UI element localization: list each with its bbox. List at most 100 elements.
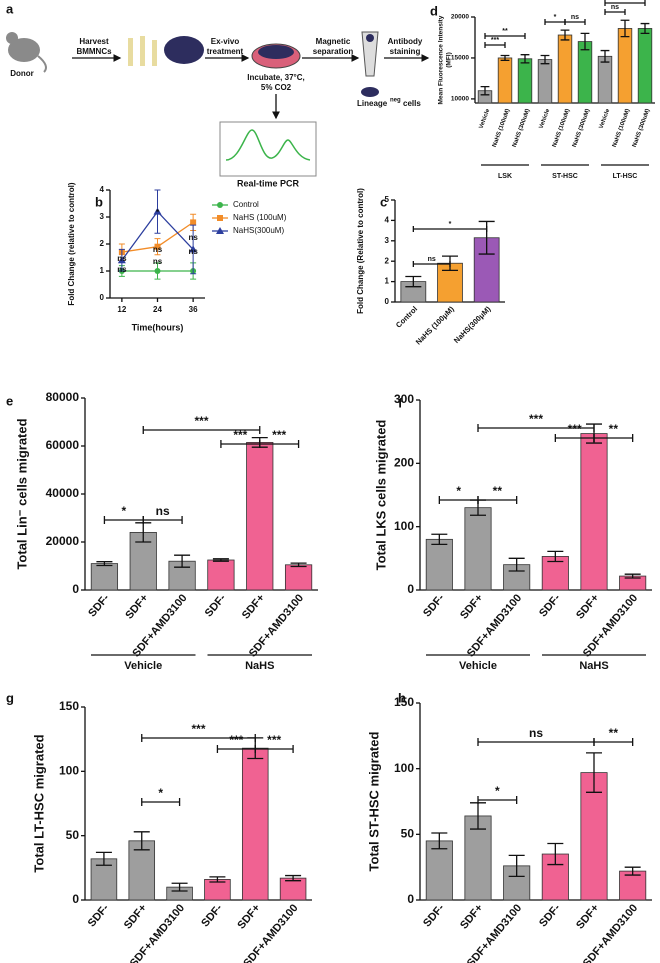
cells-icon — [164, 36, 204, 64]
bar — [580, 772, 608, 901]
error-bar — [624, 866, 641, 876]
step-label: BMMNCs — [76, 47, 112, 56]
x-tick-label: NaHS (100uM) — [492, 108, 511, 148]
significance-bracket — [141, 798, 181, 806]
significance-label: * — [449, 221, 452, 228]
error-bar — [520, 54, 530, 64]
bar — [577, 41, 593, 104]
bar — [246, 441, 274, 591]
panel-label: b — [95, 194, 103, 209]
y-tick-label: 150 — [394, 695, 414, 709]
x-tick-label: Control — [394, 304, 419, 329]
significance-bracket — [593, 738, 634, 746]
panel-label: d — [430, 3, 438, 18]
x-tick-label: NaHS (100μM) — [414, 304, 456, 346]
donor-label: Donor — [10, 69, 34, 78]
mouse-icon — [8, 38, 40, 62]
y-tick-label: 60000 — [46, 438, 80, 452]
step-label: Antibody — [388, 37, 423, 46]
error-bar — [640, 22, 650, 35]
significance-bracket — [484, 42, 506, 48]
panel-label: f — [398, 395, 403, 410]
marker — [217, 215, 223, 221]
marker — [189, 245, 198, 253]
x-tick-label: SDF+ — [123, 592, 150, 621]
error-bar — [405, 275, 422, 288]
significance-label: * — [554, 14, 557, 21]
significance-label: * — [495, 784, 500, 798]
error-bar — [174, 554, 191, 568]
y-tick-label: 100 — [394, 519, 414, 533]
y-tick-label: 1 — [385, 277, 390, 286]
column-cells — [366, 34, 374, 42]
significance-label: ns — [117, 265, 127, 274]
step-label: separation — [313, 47, 354, 56]
pcr-plot-icon — [219, 121, 317, 177]
significance-bracket — [477, 424, 595, 432]
significance-label: ns — [571, 14, 579, 21]
significance-label: ns — [428, 256, 436, 263]
y-tick-label: 150 — [59, 699, 79, 713]
y-tick-label: 0 — [72, 582, 79, 596]
error-bar — [547, 842, 564, 866]
y-tick-label: 20000 — [451, 14, 469, 21]
panel-label: e — [6, 393, 13, 408]
marker — [216, 227, 224, 234]
x-tick-label: NaHS (300uM) — [512, 108, 531, 148]
panel-label: a — [6, 1, 14, 16]
significance-bracket — [484, 33, 526, 39]
group-label: LSK — [498, 173, 512, 180]
mouse-tail — [37, 55, 47, 73]
y-tick-label: 100 — [59, 764, 79, 778]
significance-bracket — [412, 261, 451, 267]
y-tick-label: 50 — [401, 827, 415, 841]
bar — [279, 877, 307, 901]
error-bar — [586, 752, 602, 793]
bar — [619, 870, 647, 901]
x-tick-label: 24 — [153, 305, 162, 314]
step-label: Incubate, 37°C, — [247, 73, 304, 82]
significance-label: *** — [191, 722, 205, 736]
bar — [617, 28, 633, 104]
y-tick-label: 2 — [385, 256, 390, 265]
significance-label: ** — [502, 28, 508, 35]
significance-label: * — [156, 208, 160, 217]
bar — [597, 55, 613, 104]
significance-label: *** — [272, 428, 286, 442]
error-bar — [600, 49, 610, 63]
y-axis-label: Mean Fluorescence Intensity — [438, 15, 445, 104]
y-tick-label: 2 — [100, 239, 105, 248]
marker — [154, 268, 161, 274]
x-axis-label: Time(hours) — [132, 322, 184, 332]
significance-bracket — [593, 434, 634, 442]
panel-label: c — [380, 194, 387, 209]
y-tick-label: 300 — [394, 392, 414, 406]
lineage-label: Lineage — [357, 99, 388, 108]
bar — [425, 840, 453, 901]
error-bar — [96, 561, 113, 567]
marker — [154, 243, 161, 250]
y-axis-label: Fold Change (relative to control) — [67, 182, 76, 305]
x-tick-label: Vehicle — [599, 108, 612, 130]
significance-bracket — [477, 496, 518, 504]
y-tick-label: 5 — [385, 195, 390, 204]
x-tick-label: NaHS (300uM) — [632, 108, 651, 148]
significance-label: ** — [609, 422, 619, 436]
y-tick-label: 1 — [100, 266, 105, 275]
step-label: Ex-vivo — [211, 37, 240, 46]
pcr-curve — [225, 129, 311, 161]
bar — [517, 58, 533, 104]
x-tick-label: SDF+ — [574, 902, 601, 931]
error-bar — [540, 54, 550, 65]
significance-label: ns — [153, 257, 163, 266]
group-label: LT-HSC — [613, 173, 638, 180]
significance-label: *** — [233, 428, 247, 442]
error-bar — [290, 562, 307, 568]
error-bar — [95, 851, 112, 866]
column-icon — [361, 31, 379, 77]
x-tick-label: Vehicle — [479, 108, 492, 130]
group-label: ST-HSC — [552, 173, 578, 180]
x-tick-label: SDF+ — [574, 592, 601, 621]
x-tick-label: SDF- — [421, 902, 447, 930]
